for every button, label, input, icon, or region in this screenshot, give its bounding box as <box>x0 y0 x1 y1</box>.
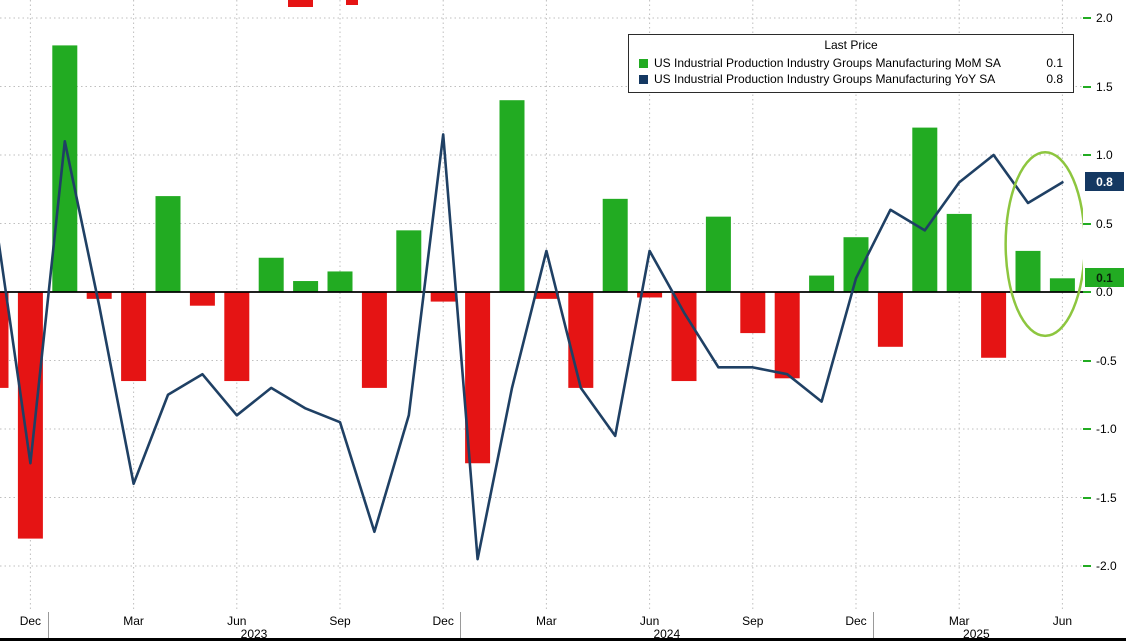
mom-series-swatch-icon <box>639 58 648 68</box>
bar-may-2025 <box>1015 250 1041 292</box>
year-separator-tick <box>873 612 875 638</box>
bottom-border-strip <box>0 638 1126 641</box>
x-axis-year-label: 2025 <box>963 627 990 641</box>
x-axis-year-label: 2024 <box>653 627 681 641</box>
bar-mar-2023 <box>121 292 147 382</box>
bar-nov-2024 <box>809 275 835 292</box>
bar-sep-2023 <box>327 271 353 292</box>
year-separator-tick <box>460 612 462 638</box>
y-axis-tick-mark-icon <box>1083 291 1091 293</box>
x-axis-tick-label: Jun <box>639 614 660 628</box>
x-axis-tick-label: Mar <box>536 614 557 628</box>
bar-nov-2023 <box>396 230 422 292</box>
bar-jan-2025 <box>877 292 903 347</box>
bar-jan-2024 <box>465 292 491 464</box>
x-axis-bottom: Dec Mar Jun Sep Dec Mar Jun Sep Dec Mar Jun 2023 202… <box>0 612 1083 641</box>
last-price-badge-mom: 0.1 <box>1085 268 1124 288</box>
bar-mar-2024 <box>533 292 559 299</box>
legend-item-yoy[interactable]: US Industrial Production Industry Groups… <box>639 71 1063 87</box>
legend-label-yoy: US Industrial Production Industry Groups… <box>654 72 996 86</box>
bar-mar-2025 <box>946 213 972 292</box>
bar-sep-2024 <box>740 292 766 334</box>
bar-may-2023 <box>189 292 215 306</box>
bar-jun-2023 <box>224 292 250 382</box>
y-axis-right: 0.8 0.1 2.0 1.5 1.0 0.5 0.0 -0.5 -1.0 -1.5 -2.0 <box>1083 0 1126 612</box>
bar-apr-2025 <box>981 292 1007 358</box>
bar-jun-2025 <box>1049 278 1075 292</box>
bar-dec-2024 <box>843 237 869 292</box>
yoy-line-series <box>0 133 1064 561</box>
chart-plot-area[interactable] <box>0 0 1083 612</box>
bar-aug-2024 <box>705 216 731 292</box>
bar-nov-2022 <box>0 292 9 388</box>
x-axis-tick-label: Mar <box>948 614 970 628</box>
bar-jan-2023 <box>52 45 78 293</box>
x-axis-tick-label: Dec <box>19 614 42 628</box>
y-axis-tick-label: -1.0 <box>1096 422 1117 436</box>
y-axis-tick-mark-icon <box>1083 565 1091 567</box>
bar-may-2024 <box>602 198 628 292</box>
bar-oct-2024 <box>774 292 800 379</box>
x-axis-tick-label: Sep <box>742 614 764 628</box>
x-axis-tick-label: Dec <box>845 614 867 628</box>
y-axis-tick-mark-icon <box>1083 359 1091 362</box>
y-axis-tick-mark-icon <box>1083 154 1091 156</box>
bar-apr-2023 <box>155 196 181 292</box>
bar-oct-2023 <box>361 292 387 388</box>
bar-jul-2024 <box>671 292 697 382</box>
legend-value-yoy: 0.8 <box>1046 72 1063 86</box>
x-axis-tick-label: Dec <box>432 614 454 628</box>
y-axis-tick-label: 0.0 <box>1096 285 1113 299</box>
x-axis-tick-label: Sep <box>329 614 351 628</box>
y-axis-tick-label: 1.0 <box>1096 148 1113 162</box>
x-axis-tick-label: Mar <box>123 614 144 628</box>
cropped-annotation-fragment-2 <box>346 0 358 5</box>
y-axis-tick-mark-icon <box>1083 428 1091 430</box>
bar-apr-2024 <box>568 292 594 388</box>
y-axis-tick-mark-icon <box>1083 17 1091 19</box>
y-axis-tick-mark-icon <box>1083 222 1091 225</box>
bar-feb-2025 <box>912 127 938 292</box>
legend-title: Last Price <box>824 38 878 52</box>
bar-feb-2023 <box>86 292 112 299</box>
legend-value-mom: 0.1 <box>1046 56 1063 70</box>
highlight-ellipse-annotation <box>1004 151 1083 338</box>
y-axis-tick-label: -1.5 <box>1096 490 1117 505</box>
bar-jun-2024 <box>637 292 663 298</box>
y-axis-tick-label: -2.0 <box>1096 559 1117 573</box>
x-axis-tick-label: Jun <box>227 614 247 628</box>
bar-jul-2023 <box>258 257 284 292</box>
legend-box: Last Price US Industrial Production Indu… <box>628 34 1074 93</box>
last-price-badge-yoy: 0.8 <box>1085 172 1124 192</box>
legend-label-mom: US Industrial Production Industry Groups… <box>654 56 1001 70</box>
bar-feb-2024 <box>499 100 525 292</box>
year-separator-tick <box>47 612 49 638</box>
y-axis-tick-mark-icon <box>1083 85 1091 88</box>
bar-dec-2022 <box>17 292 43 539</box>
x-axis-tick-label: Jun <box>1052 614 1073 628</box>
y-axis-tick-label: 2.0 <box>1096 11 1113 25</box>
bar-dec-2023 <box>430 292 456 302</box>
cropped-annotation-fragment-1 <box>288 0 313 7</box>
y-axis-tick-label: 0.5 <box>1096 216 1113 231</box>
bar-aug-2023 <box>293 281 319 292</box>
y-axis-tick-label: -0.5 <box>1096 353 1117 368</box>
yoy-series-swatch-icon <box>639 74 648 84</box>
x-axis-year-label: 2023 <box>240 627 268 641</box>
legend-item-mom[interactable]: US Industrial Production Industry Groups… <box>639 55 1063 71</box>
y-axis-tick-mark-icon <box>1083 496 1091 499</box>
y-axis-tick-label: 1.5 <box>1096 79 1113 94</box>
